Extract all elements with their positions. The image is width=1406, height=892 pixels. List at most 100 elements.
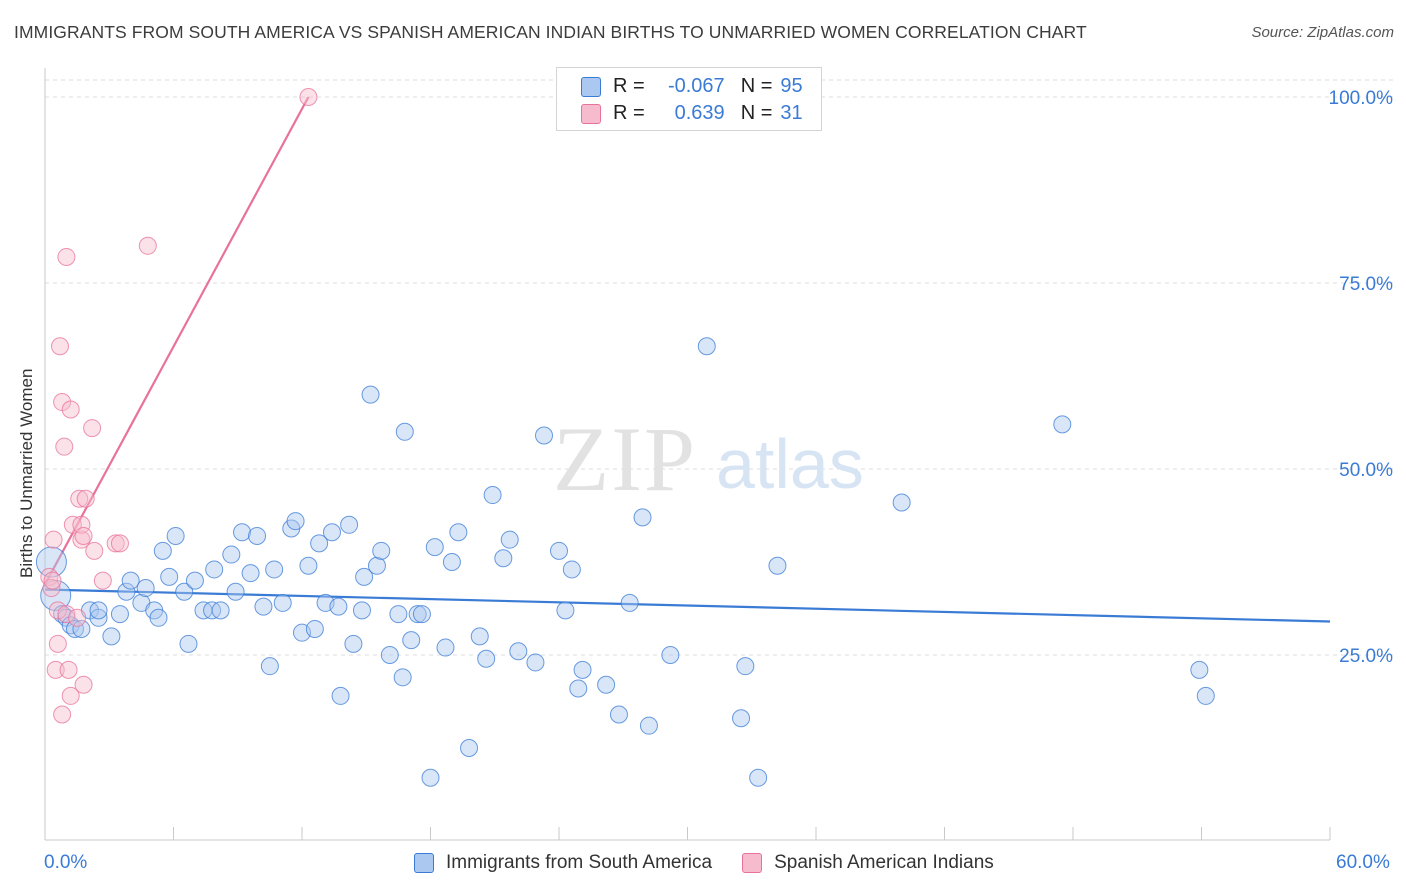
point-south-america	[620, 593, 639, 612]
point-south-america	[526, 653, 545, 672]
point-south-america	[211, 601, 230, 620]
x-max-label: 60.0%	[1336, 852, 1390, 873]
point-spanish-american-indians	[85, 541, 104, 560]
data-points	[35, 88, 1215, 787]
point-south-america	[102, 627, 121, 646]
point-spanish-american-indians	[48, 634, 67, 653]
r-label: R =	[613, 75, 645, 97]
point-spanish-american-indians	[43, 571, 62, 590]
blue-swatch	[581, 76, 601, 97]
point-south-america	[494, 549, 513, 568]
stats-row-pink: R = 0.639 N = 31	[581, 100, 803, 127]
point-south-america	[273, 593, 292, 612]
point-south-america	[166, 526, 185, 545]
point-south-america	[749, 768, 768, 787]
point-south-america	[562, 560, 581, 579]
point-spanish-american-indians	[74, 526, 93, 545]
point-south-america	[367, 556, 386, 575]
point-south-america	[1053, 415, 1072, 434]
trend-lines	[44, 96, 1331, 623]
point-spanish-american-indians	[83, 419, 102, 438]
point-south-america	[1196, 686, 1215, 705]
y-tick-labels: 25.0% 50.0% 75.0% 100.0%	[1329, 88, 1394, 667]
point-spanish-american-indians	[74, 675, 93, 694]
point-south-america	[449, 523, 468, 542]
point-south-america	[408, 605, 427, 624]
point-south-america	[205, 560, 224, 579]
point-south-america	[535, 426, 554, 445]
point-south-america	[509, 642, 528, 661]
point-south-america	[477, 649, 496, 668]
y-tick-label: 100.0%	[1329, 88, 1394, 109]
point-south-america	[768, 556, 787, 575]
stats-legend-box: R = -0.067 N = 95 R = 0.639 N = 31	[556, 67, 822, 131]
point-south-america	[436, 638, 455, 657]
point-spanish-american-indians	[61, 400, 80, 419]
point-south-america	[425, 538, 444, 557]
n-value-blue: 95	[780, 75, 803, 97]
point-south-america	[175, 582, 194, 601]
point-south-america	[389, 605, 408, 624]
point-south-america	[117, 582, 136, 601]
point-spanish-american-indians	[57, 247, 76, 266]
point-south-america	[697, 337, 716, 356]
point-south-america	[331, 686, 350, 705]
point-south-america	[185, 571, 204, 590]
watermark: ZIP atlas	[553, 408, 864, 510]
point-south-america	[483, 486, 502, 505]
point-south-america	[412, 605, 431, 624]
point-south-america	[329, 597, 348, 616]
point-south-america	[460, 739, 479, 757]
point-south-america	[500, 530, 519, 549]
legend-item-south-america[interactable]: Immigrants from South America	[414, 852, 712, 874]
point-south-america	[305, 619, 324, 638]
point-south-america	[310, 534, 329, 553]
point-south-america	[609, 705, 628, 724]
point-south-america	[299, 556, 318, 575]
point-south-america	[72, 619, 91, 638]
n-label: N =	[740, 75, 773, 97]
y-tick-label: 75.0%	[1339, 274, 1393, 295]
legend-label: Immigrants from South America	[446, 852, 713, 873]
point-south-america	[340, 515, 359, 534]
point-spanish-american-indians	[59, 660, 78, 679]
point-south-america	[153, 541, 172, 560]
point-south-america	[286, 512, 305, 531]
point-south-america	[344, 634, 363, 653]
watermark-zip: ZIP	[553, 408, 697, 510]
stats-row-blue: R = -0.067 N = 95	[581, 73, 803, 100]
point-south-america	[380, 646, 399, 664]
r-value-pink: 0.639	[674, 102, 725, 124]
legend-label: Spanish American Indians	[774, 852, 994, 873]
point-spanish-american-indians	[42, 579, 61, 598]
point-south-america	[569, 679, 588, 698]
legend-item-spanish-american-indians[interactable]: Spanish American Indians	[742, 852, 994, 874]
pink-swatch	[742, 853, 763, 873]
point-south-america	[892, 493, 911, 512]
point-spanish-american-indians	[70, 489, 89, 508]
point-south-america	[110, 605, 129, 624]
point-south-america	[322, 523, 341, 542]
y-axis-label: Births to Unmarried Women	[17, 368, 36, 578]
pink-swatch	[581, 103, 601, 124]
point-south-america	[65, 619, 84, 638]
point-spanish-american-indians	[68, 608, 87, 627]
blue-swatch	[414, 853, 434, 873]
point-south-america	[597, 675, 616, 694]
point-south-america	[121, 571, 140, 590]
point-south-america	[160, 567, 179, 586]
trend-line-spanish-american-indians	[44, 96, 310, 585]
point-spanish-american-indians	[76, 489, 95, 508]
point-spanish-american-indians	[50, 337, 69, 356]
r-value-blue: -0.067	[667, 75, 725, 97]
point-south-america	[89, 601, 108, 620]
point-spanish-american-indians	[72, 515, 91, 534]
point-spanish-american-indians	[110, 534, 129, 553]
n-value-pink: 31	[780, 102, 803, 124]
point-south-america	[179, 634, 198, 653]
point-south-america	[35, 546, 67, 578]
point-spanish-american-indians	[53, 705, 72, 724]
point-south-america	[395, 422, 414, 441]
point-south-america	[222, 545, 241, 564]
point-south-america	[352, 601, 371, 620]
